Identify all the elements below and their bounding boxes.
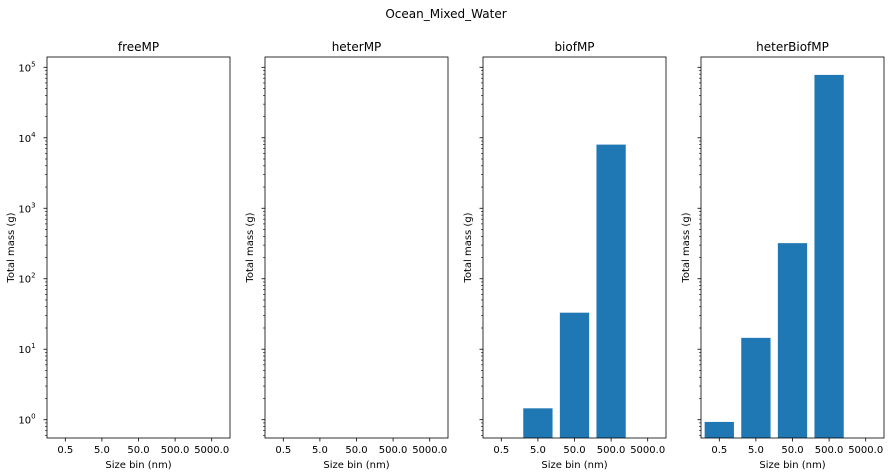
chart-panel-heterBiofMP: 0.5 5.0 50.0 500.0 5000.0 heterBiofMP Size bin…: [681, 40, 885, 471]
chart-panel-heterMP: 0.5 5.0 50.0 500.0 5000.0 heterMP Size bin (nm…: [245, 40, 449, 471]
bar-500.0: [596, 144, 626, 439]
x-tick-label: 5000.0: [630, 445, 665, 456]
x-axis-label: Size bin (nm): [541, 460, 607, 471]
x-tick-label: 50.0: [127, 445, 149, 456]
x-tick-label: 0.5: [711, 445, 727, 456]
x-tick-label: 5.0: [94, 445, 110, 456]
x-tick-label: 500.0: [161, 445, 190, 456]
y-axis-label: Total mass (g): [245, 212, 256, 283]
x-tick-label: 50.0: [563, 445, 585, 456]
y-tick-label: 100: [18, 413, 35, 427]
x-axis-label: Size bin (nm): [323, 460, 389, 471]
bar-5.0: [523, 408, 553, 438]
x-tick-label: 5000.0: [848, 445, 883, 456]
panel-title: heterBiofMP: [756, 40, 829, 54]
bar-0.5: [704, 421, 734, 438]
axes-frame: [46, 56, 231, 439]
x-tick-label: 5.0: [530, 445, 546, 456]
y-tick-label: 101: [18, 342, 35, 356]
y-axis-label: Total mass (g): [681, 212, 692, 283]
x-tick-label: 50.0: [781, 445, 803, 456]
x-tick-label: 5000.0: [412, 445, 447, 456]
chart-panel-freeMP: 100 101 102 103 104 105 0.5 5.0 50.0 500.0 5000.0 f…: [6, 40, 231, 471]
x-axis-label: Size bin (nm): [105, 460, 171, 471]
bar-50.0: [559, 312, 590, 438]
axes-frame: [264, 56, 449, 439]
y-tick-label: 103: [18, 201, 35, 215]
y-axis-label: Total mass (g): [463, 212, 474, 283]
chart-panel-biofMP: 0.5 5.0 50.0 500.0 5000.0 biofMP Size bin (nm)…: [463, 40, 667, 471]
bar-500.0: [814, 74, 844, 439]
x-tick-label: 5.0: [312, 445, 328, 456]
y-tick-label: 102: [18, 272, 35, 286]
y-tick-label: 105: [18, 60, 35, 74]
x-tick-label: 5.0: [748, 445, 764, 456]
x-tick-label: 0.5: [57, 445, 73, 456]
x-tick-label: 0.5: [493, 445, 509, 456]
y-tick-label: 104: [18, 131, 36, 145]
y-axis-label: Total mass (g): [6, 212, 17, 283]
x-tick-label: 500.0: [815, 445, 844, 456]
panel-title: freeMP: [118, 40, 159, 54]
panel-title: heterMP: [332, 40, 382, 54]
bar-50.0: [777, 243, 808, 438]
x-tick-label: 5000.0: [194, 445, 229, 456]
x-axis-label: Size bin (nm): [759, 460, 825, 471]
x-tick-label: 0.5: [275, 445, 291, 456]
figure-suptitle: Ocean_Mixed_Water: [385, 7, 506, 21]
panel-title: biofMP: [554, 40, 594, 54]
x-tick-label: 500.0: [379, 445, 408, 456]
x-tick-label: 500.0: [597, 445, 626, 456]
x-tick-label: 50.0: [345, 445, 367, 456]
bar-5.0: [741, 337, 771, 438]
